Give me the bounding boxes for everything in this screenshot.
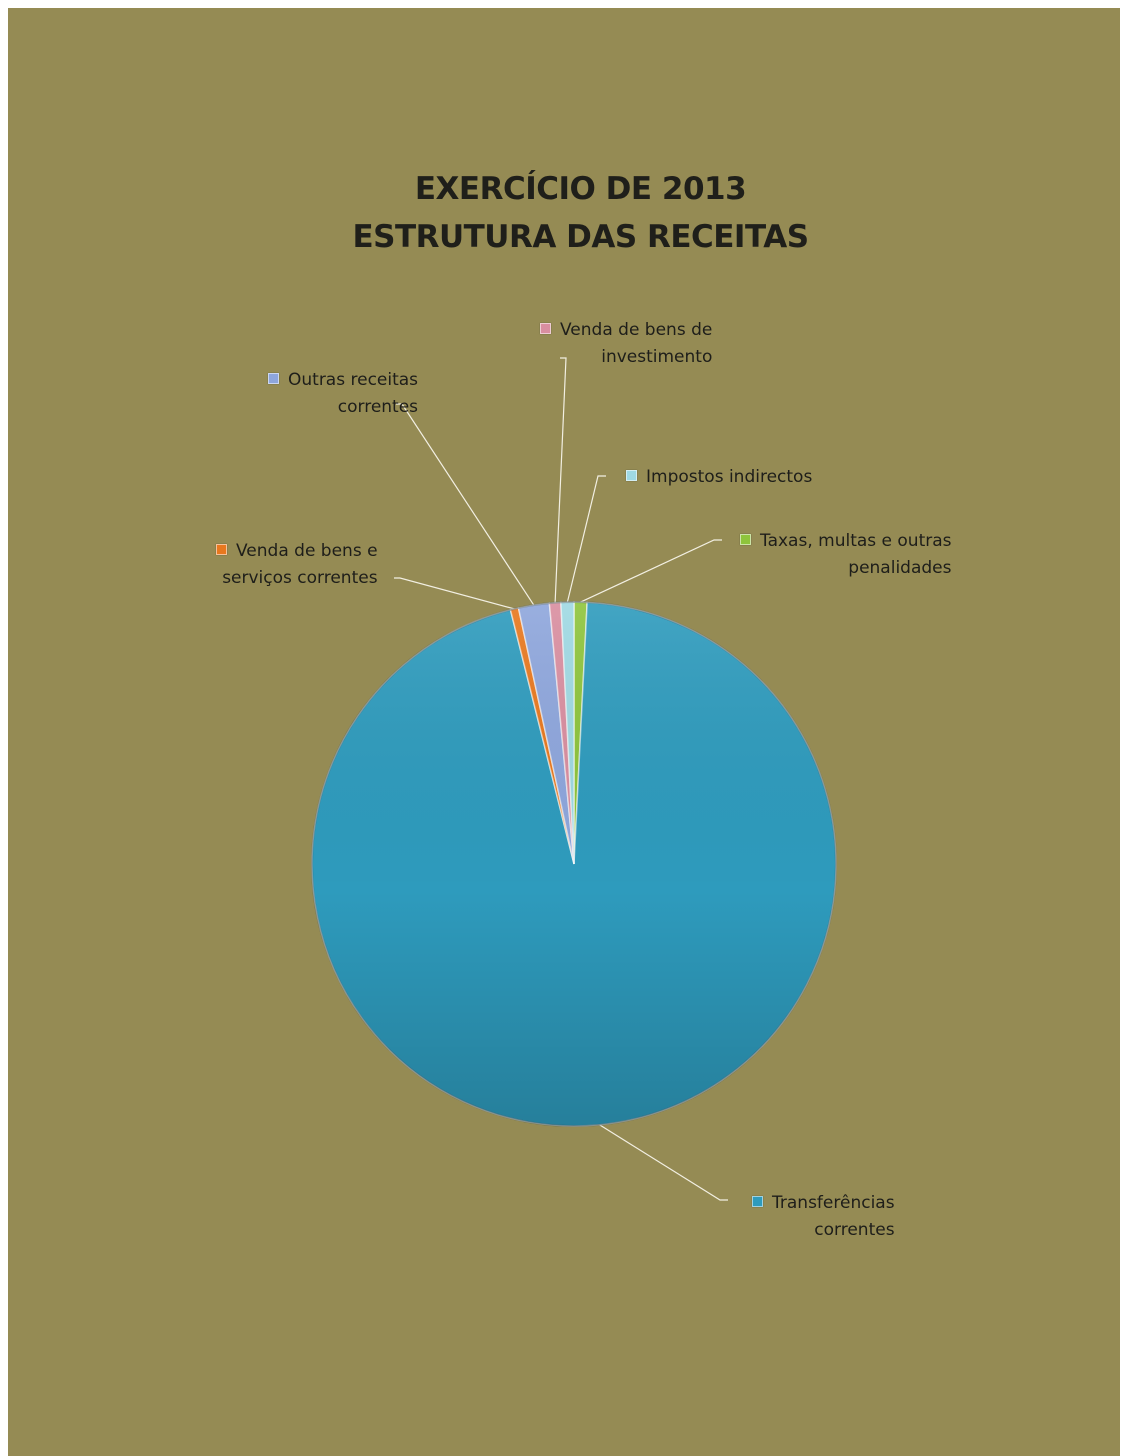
slice-label: Outras receitas correntes xyxy=(268,367,418,421)
leader-line xyxy=(396,403,535,606)
slice-label-text: penalidades xyxy=(848,558,952,578)
slice-label: Venda de bens e serviços correntes xyxy=(216,538,378,592)
legend-marker-icon xyxy=(740,534,751,545)
legend-marker-icon xyxy=(752,1196,763,1207)
slice-label-text: Outras receitas xyxy=(288,370,419,390)
slice-label: Transferências correntes xyxy=(752,1190,895,1244)
slice-label-text: Venda de bens de xyxy=(560,320,713,340)
slice-label-line: correntes xyxy=(752,1217,895,1244)
slice-label-text: serviços correntes xyxy=(222,568,378,588)
leader-line xyxy=(599,1124,728,1201)
slice-label-line: Venda de bens e xyxy=(216,538,378,565)
leader-line xyxy=(566,475,606,603)
leader-line xyxy=(394,577,515,610)
slice-label-text: Venda de bens e xyxy=(236,541,378,561)
slice-label: Taxas, multas e outras penalidades xyxy=(740,528,952,582)
slice-label-text: Impostos indirectos xyxy=(646,467,813,487)
slice-label-line: investimento xyxy=(540,344,712,371)
chart-title-line-1: EXERCÍCIO DE 2013 xyxy=(414,171,747,207)
slice-label-line: Venda de bens de xyxy=(540,317,712,344)
slice-label: Venda de bens de investimento xyxy=(540,317,712,371)
slice-label-text: Taxas, multas e outras xyxy=(760,531,952,551)
slice-label: Impostos indirectos xyxy=(626,464,812,491)
slice-label-line: Outras receitas xyxy=(268,367,418,394)
legend-marker-icon xyxy=(540,323,551,334)
legend-marker-icon xyxy=(626,470,637,481)
slice-label-text: investimento xyxy=(601,347,713,367)
slice-label-line: Transferências xyxy=(752,1190,895,1217)
slice-label-line: Impostos indirectos xyxy=(626,464,812,491)
chart-title-line-2: ESTRUTURA DAS RECEITAS xyxy=(352,219,809,255)
leader-line xyxy=(554,357,567,603)
leader-line xyxy=(580,539,722,603)
slice-label-line: correntes xyxy=(268,394,418,421)
legend-marker-icon xyxy=(268,373,279,384)
slice-label-text: correntes xyxy=(814,1220,895,1240)
slice-label-line: serviços correntes xyxy=(216,565,378,592)
slice-label-line: penalidades xyxy=(740,555,952,582)
chart-title: EXERCÍCIO DE 2013 ESTRUTURA DAS RECEITAS xyxy=(8,165,1120,261)
slice-label-line: Taxas, multas e outras xyxy=(740,528,952,555)
slice-label-text: correntes xyxy=(337,397,419,417)
slice-label-text: Transferências xyxy=(772,1193,895,1213)
legend-marker-icon xyxy=(216,544,227,555)
